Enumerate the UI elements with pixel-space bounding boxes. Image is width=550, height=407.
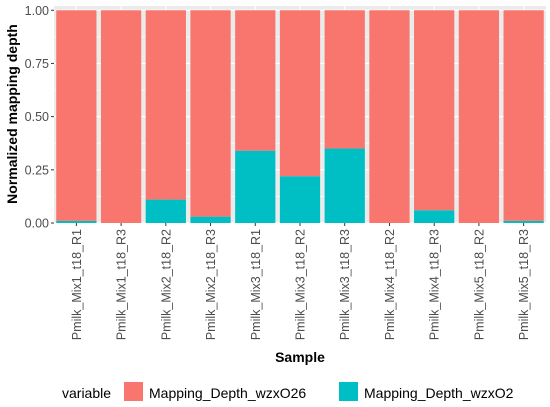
bar-wzxO26-4	[190, 10, 231, 217]
x-tick-label: Pmilk_Mix4_t18_R3	[428, 229, 442, 340]
x-tick-label: Pmilk_Mix3_t18_R1	[249, 229, 263, 340]
bar-wzxO26-10	[458, 10, 500, 224]
legend-swatch-wzxO26	[124, 382, 143, 401]
bar-wzxO2-7	[324, 148, 365, 223]
bar-wzxO2-6	[279, 176, 321, 223]
x-tick-label: Pmilk_Mix4_t18_R2	[383, 229, 397, 340]
x-tick-label: Pmilk_Mix5_t18_R2	[472, 229, 486, 340]
bar-wzxO2-1	[56, 220, 97, 223]
y-axis: 0.00 0.25 0.50 0.75 1.00	[25, 4, 54, 231]
x-tick-label: Pmilk_Mix2_t18_R3	[204, 229, 218, 340]
legend-label-wzxO26: Mapping_Depth_wzxO26	[149, 385, 306, 401]
bar-wzxO26-9	[414, 10, 455, 211]
y-axis-title: Normalized mapping depth	[4, 24, 20, 204]
y-tick-label: 0.50	[25, 110, 49, 124]
legend: variable Mapping_Depth_wzxO26 Mapping_De…	[62, 382, 514, 401]
bar-wzxO26-5	[235, 10, 276, 151]
bar-wzxO2-11	[503, 220, 544, 223]
x-axis-title: Sample	[275, 349, 325, 365]
y-tick-label: 0.00	[25, 217, 49, 231]
x-tick-label: Pmilk_Mix2_t18_R2	[159, 229, 173, 340]
legend-title: variable	[62, 385, 111, 401]
bar-wzxO26-11	[503, 10, 544, 221]
legend-label-wzxO2: Mapping_Depth_wzxO2	[364, 385, 514, 401]
bar-wzxO2-9	[414, 210, 455, 223]
bar-wzxO26-6	[279, 10, 321, 177]
bar-wzxO26-2	[100, 10, 142, 224]
bar-wzxO26-8	[369, 10, 410, 224]
y-tick-label: 1.00	[25, 4, 49, 18]
bar-wzxO26-1	[56, 10, 97, 221]
x-tick-label: Pmilk_Mix1_t18_R1	[70, 229, 84, 340]
bar-wzxO26-7	[324, 10, 365, 149]
bar-wzxO2-5	[235, 150, 276, 223]
legend-swatch-wzxO2	[339, 382, 358, 401]
bars	[56, 10, 544, 224]
x-axis: Pmilk_Mix1_t18_R1 Pmilk_Mix1_t18_R3 Pmilk_…	[70, 223, 531, 340]
bar-wzxO2-3	[145, 199, 186, 223]
x-tick-label: Pmilk_Mix3_t18_R3	[338, 229, 352, 340]
x-tick-label: Pmilk_Mix5_t18_R3	[517, 229, 531, 340]
x-tick-label: Pmilk_Mix1_t18_R3	[115, 229, 129, 340]
y-tick-label: 0.75	[25, 57, 49, 71]
bar-wzxO2-4	[190, 216, 231, 223]
y-tick-label: 0.25	[25, 163, 49, 177]
x-tick-label: Pmilk_Mix3_t18_R2	[294, 229, 308, 340]
bar-wzxO26-3	[145, 10, 186, 200]
